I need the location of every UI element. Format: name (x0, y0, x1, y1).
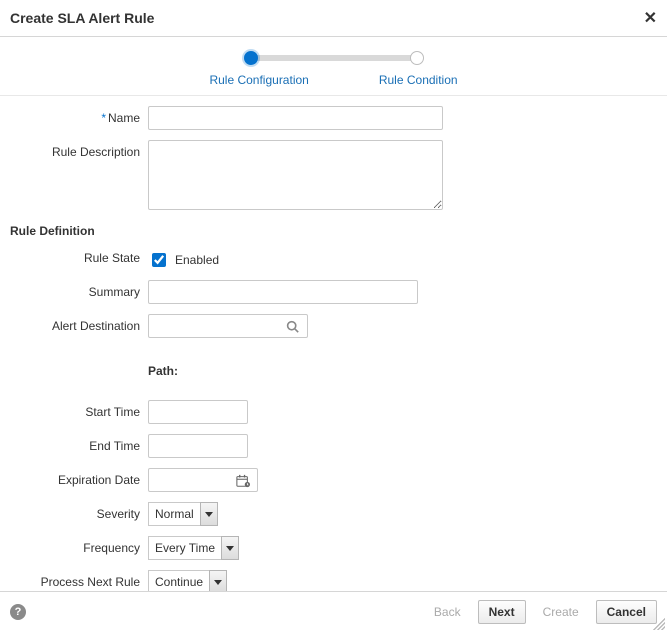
stepper-label-condition[interactable]: Rule Condition (379, 73, 458, 87)
dialog-header: Create SLA Alert Rule ✕ (0, 0, 667, 37)
rule-state-checkbox[interactable] (152, 253, 166, 267)
stepper-bar (251, 55, 417, 61)
row-description: Rule Description (10, 140, 657, 210)
label-path-spacer (10, 360, 148, 365)
alert-destination-input[interactable] (148, 314, 308, 338)
chevron-down-icon[interactable] (221, 536, 239, 560)
name-input[interactable] (148, 106, 443, 130)
label-severity: Severity (10, 502, 148, 521)
stepper-dot-config[interactable] (244, 51, 258, 65)
label-rule-state: Rule State (10, 246, 148, 265)
label-name: *Name (10, 106, 148, 125)
stepper-track (244, 51, 424, 65)
end-time-input[interactable] (148, 434, 248, 458)
chevron-down-icon[interactable] (200, 502, 218, 526)
label-expiration-date: Expiration Date (10, 468, 148, 487)
dialog-title: Create SLA Alert Rule (10, 10, 154, 26)
label-description: Rule Description (10, 140, 148, 159)
row-rule-state: Rule State Enabled (10, 246, 657, 270)
summary-input[interactable] (148, 280, 418, 304)
start-time-input[interactable] (148, 400, 248, 424)
alert-destination-control (148, 314, 302, 338)
label-end-time: End Time (10, 434, 148, 453)
search-icon[interactable] (286, 321, 299, 336)
label-summary: Summary (10, 280, 148, 299)
frequency-value: Every Time (148, 536, 221, 560)
close-icon[interactable]: ✕ (644, 8, 657, 28)
expiration-date-control (148, 468, 253, 492)
rule-state-checkbox-label: Enabled (175, 253, 219, 267)
frequency-select[interactable]: Every Time (148, 536, 239, 560)
label-frequency: Frequency (10, 536, 148, 555)
description-textarea[interactable] (148, 140, 443, 210)
section-rule-definition: Rule Definition (10, 220, 657, 246)
stepper-dot-condition[interactable] (410, 51, 424, 65)
rule-state-control: Enabled (148, 246, 219, 270)
resize-handle-icon[interactable] (653, 618, 665, 630)
row-expiration-date: Expiration Date (10, 468, 657, 492)
row-end-time: End Time (10, 434, 657, 458)
row-path: Path: (10, 360, 657, 378)
severity-value: Normal (148, 502, 200, 526)
severity-select[interactable]: Normal (148, 502, 218, 526)
stepper-labels: Rule Configuration Rule Condition (0, 73, 667, 87)
required-asterisk: * (101, 111, 106, 125)
row-summary: Summary (10, 280, 657, 304)
dialog-footer: ? Back Next Create Cancel (0, 591, 667, 632)
row-alert-destination: Alert Destination (10, 314, 657, 338)
stepper: Rule Configuration Rule Condition (0, 37, 667, 96)
dialog: Create SLA Alert Rule ✕ Rule Configurati… (0, 0, 667, 632)
label-alert-destination: Alert Destination (10, 314, 148, 333)
label-process-next-rule: Process Next Rule (10, 570, 148, 589)
calendar-icon[interactable] (236, 476, 250, 491)
create-button: Create (532, 600, 590, 624)
label-start-time: Start Time (10, 400, 148, 419)
next-button[interactable]: Next (478, 600, 526, 624)
form-area: *Name Rule Description Rule Definition R… (0, 96, 667, 594)
row-start-time: Start Time (10, 400, 657, 424)
help-icon[interactable]: ? (10, 604, 26, 620)
cancel-button[interactable]: Cancel (596, 600, 657, 624)
row-frequency: Frequency Every Time (10, 536, 657, 560)
row-name: *Name (10, 106, 657, 130)
stepper-label-config[interactable]: Rule Configuration (209, 73, 308, 87)
row-severity: Severity Normal (10, 502, 657, 526)
path-label: Path: (148, 360, 178, 378)
back-button: Back (423, 600, 472, 624)
